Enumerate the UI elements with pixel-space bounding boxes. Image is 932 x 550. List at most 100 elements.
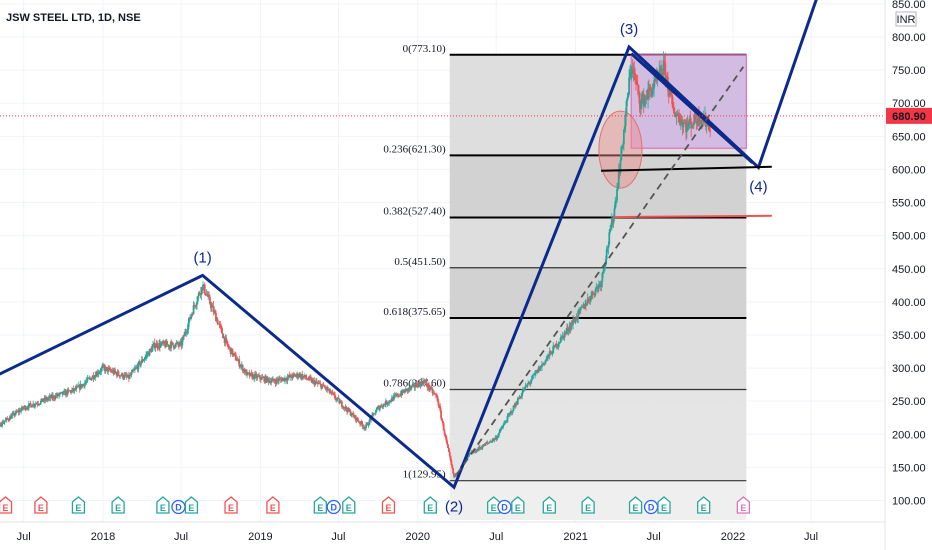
candle-body bbox=[114, 369, 116, 373]
candle-body bbox=[516, 398, 519, 405]
earnings-marker[interactable] bbox=[266, 496, 280, 514]
chart-title: JSW STEEL LTD, 1D, NSE bbox=[6, 12, 141, 24]
candle-body bbox=[216, 319, 219, 325]
earnings-marker[interactable] bbox=[224, 496, 238, 514]
candle-body bbox=[680, 119, 683, 121]
candle-body bbox=[240, 365, 242, 367]
candle-body bbox=[140, 362, 142, 366]
earnings-marker-label: E bbox=[38, 503, 44, 513]
candle-body bbox=[512, 405, 515, 411]
candle-body bbox=[219, 324, 222, 326]
candle-body bbox=[376, 407, 379, 410]
candle-body bbox=[184, 331, 186, 337]
candle-body bbox=[541, 364, 543, 368]
elliott-wave-path[interactable] bbox=[0, 0, 818, 490]
dividend-marker[interactable] bbox=[326, 499, 341, 515]
earnings-marker[interactable] bbox=[697, 496, 711, 514]
earnings-marker[interactable] bbox=[71, 496, 86, 514]
dividend-marker-label: D bbox=[648, 502, 655, 512]
earnings-marker[interactable] bbox=[542, 496, 556, 514]
candle-body bbox=[309, 377, 312, 379]
earnings-marker[interactable] bbox=[581, 496, 595, 514]
candle-body bbox=[178, 342, 181, 346]
candle-body bbox=[246, 372, 249, 373]
earnings-marker[interactable] bbox=[736, 496, 750, 514]
candle-body bbox=[232, 353, 235, 356]
candle-body bbox=[635, 80, 638, 84]
fibonacci-retracement[interactable]: 0(773.10) 0.236(621.30) 0.382(527.40) 0.5(4… bbox=[383, 43, 747, 520]
candle-body bbox=[157, 347, 160, 349]
event-markers[interactable]: DEEEEEDEEEEDEEEEDEEEEDEEE bbox=[0, 496, 750, 515]
candle-body bbox=[86, 377, 89, 381]
earnings-marker[interactable] bbox=[34, 496, 48, 514]
downtrend-line[interactable] bbox=[630, 52, 754, 164]
candle-body bbox=[484, 443, 486, 446]
candle-body bbox=[190, 313, 193, 317]
candle-body bbox=[210, 305, 213, 308]
candle-body bbox=[187, 322, 190, 330]
candle-body bbox=[104, 367, 107, 371]
earnings-marker[interactable] bbox=[0, 496, 13, 514]
candle-body bbox=[434, 393, 436, 395]
y-tick-label: 250.00 bbox=[892, 396, 926, 408]
candle-body bbox=[500, 428, 503, 430]
candle-body bbox=[256, 375, 259, 379]
elliott-wave-label: (3) bbox=[620, 21, 638, 38]
candle-body bbox=[410, 385, 413, 388]
candle-body bbox=[129, 375, 132, 376]
candle-body bbox=[137, 362, 140, 370]
earnings-marker[interactable] bbox=[184, 496, 199, 514]
candle-body bbox=[200, 287, 203, 295]
candle-body bbox=[361, 423, 364, 427]
candle-body bbox=[570, 323, 573, 330]
candle-body bbox=[541, 363, 544, 365]
candle-body bbox=[616, 189, 618, 201]
candle-body bbox=[647, 88, 649, 100]
candle-body bbox=[467, 454, 470, 457]
support-line[interactable] bbox=[601, 165, 772, 172]
candle-body bbox=[154, 346, 157, 349]
red-resistance-line[interactable] bbox=[614, 214, 772, 219]
candle-body bbox=[651, 89, 654, 96]
candle-body bbox=[521, 392, 524, 397]
drawing-tools[interactable]: (1) (2) (3) (4) bbox=[0, 0, 885, 515]
candle-body bbox=[444, 434, 447, 436]
candle-body bbox=[443, 430, 446, 435]
candle-body bbox=[148, 349, 151, 356]
candle-body bbox=[660, 67, 662, 75]
earnings-marker[interactable] bbox=[657, 496, 671, 514]
candle-body bbox=[616, 187, 619, 190]
earnings-marker[interactable] bbox=[342, 496, 356, 514]
candle-body bbox=[1, 421, 3, 426]
candle-body bbox=[636, 83, 639, 86]
earnings-marker[interactable] bbox=[156, 496, 170, 514]
earnings-marker[interactable] bbox=[628, 496, 643, 514]
candle-body bbox=[411, 384, 414, 386]
candle-body bbox=[380, 405, 383, 407]
candle-body bbox=[221, 328, 223, 334]
candle-body bbox=[450, 460, 453, 465]
earnings-marker-label: E bbox=[701, 503, 707, 513]
candle-body bbox=[474, 449, 477, 453]
earnings-marker[interactable] bbox=[111, 496, 125, 514]
earnings-marker[interactable] bbox=[313, 496, 327, 514]
earnings-marker[interactable] bbox=[423, 496, 437, 514]
earnings-marker[interactable] bbox=[381, 496, 396, 514]
y-tick-label: 750.00 bbox=[892, 65, 926, 77]
elliott-wave-label: (1) bbox=[193, 249, 211, 266]
y-tick-label: 350.00 bbox=[892, 330, 926, 342]
candle-body bbox=[390, 401, 392, 403]
candle-body bbox=[671, 95, 674, 105]
candle-body bbox=[133, 369, 135, 371]
candle-body bbox=[574, 316, 577, 323]
earnings-marker[interactable] bbox=[511, 496, 525, 514]
candle-body bbox=[195, 304, 198, 307]
candle-body bbox=[102, 365, 105, 368]
candle-body bbox=[302, 376, 304, 379]
candle-body bbox=[279, 378, 282, 380]
candle-body bbox=[234, 354, 237, 361]
dashed-trend-line[interactable] bbox=[456, 66, 745, 475]
candle-body bbox=[328, 388, 331, 393]
dividend-marker[interactable] bbox=[497, 499, 512, 515]
